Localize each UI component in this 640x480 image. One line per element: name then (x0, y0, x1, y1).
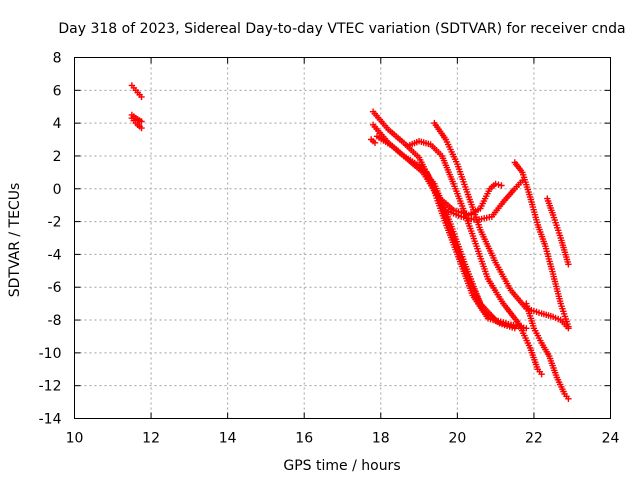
y-axis-label: SDTVAR / TECUs (7, 183, 23, 298)
y-tick-label: -8 (48, 313, 62, 329)
series-markers (523, 300, 572, 402)
series-arc-8 (404, 138, 545, 378)
x-tick-label: 24 (602, 431, 620, 447)
series-markers (431, 119, 572, 332)
series-markers (442, 177, 526, 224)
series-arc-13 (523, 300, 572, 402)
series-arc-7 (368, 136, 379, 146)
y-tick-label: -10 (39, 346, 62, 362)
grid-layer (74, 57, 611, 419)
series-arc-2 (128, 111, 145, 125)
series-markers (128, 111, 145, 125)
chart-title: Day 318 of 2023, Sidereal Day-to-day VTE… (58, 21, 625, 37)
x-tick-label: 20 (448, 431, 466, 447)
series-arc-10 (423, 169, 505, 219)
series-markers (511, 159, 572, 330)
plot-frame (74, 57, 611, 419)
y-tick-label: -6 (48, 280, 62, 296)
y-tick-label: 6 (53, 83, 62, 99)
y-tick-label: 2 (53, 149, 62, 165)
series-arc-3 (128, 115, 145, 132)
data-layer (128, 82, 572, 402)
x-tick-label: 16 (295, 431, 313, 447)
x-tick-label: 14 (219, 431, 237, 447)
y-tick-label: 0 (53, 182, 62, 198)
x-tick-label: 12 (142, 431, 160, 447)
series-arc-9 (431, 119, 572, 332)
series-arc-11 (442, 177, 526, 224)
y-tick-label: -2 (48, 215, 62, 231)
series-markers (128, 82, 145, 101)
x-tick-label: 18 (372, 431, 390, 447)
series-markers (368, 136, 379, 146)
x-tick-label: 10 (66, 431, 84, 447)
y-tick-label: -14 (39, 412, 62, 428)
x-axis-label: GPS time / hours (283, 458, 400, 474)
series-markers (544, 195, 572, 268)
y-tick-label: 8 (53, 51, 62, 67)
x-tick-label: 22 (525, 431, 543, 447)
series-markers (423, 169, 505, 219)
series-arc-1 (128, 82, 145, 101)
series-arc-14 (544, 195, 572, 268)
y-tick-label: -4 (48, 247, 62, 263)
series-markers (404, 138, 545, 378)
series-markers (128, 115, 145, 132)
y-tick-label: 4 (53, 116, 62, 132)
y-tick-label: -12 (39, 379, 62, 395)
series-arc-12 (511, 159, 572, 330)
